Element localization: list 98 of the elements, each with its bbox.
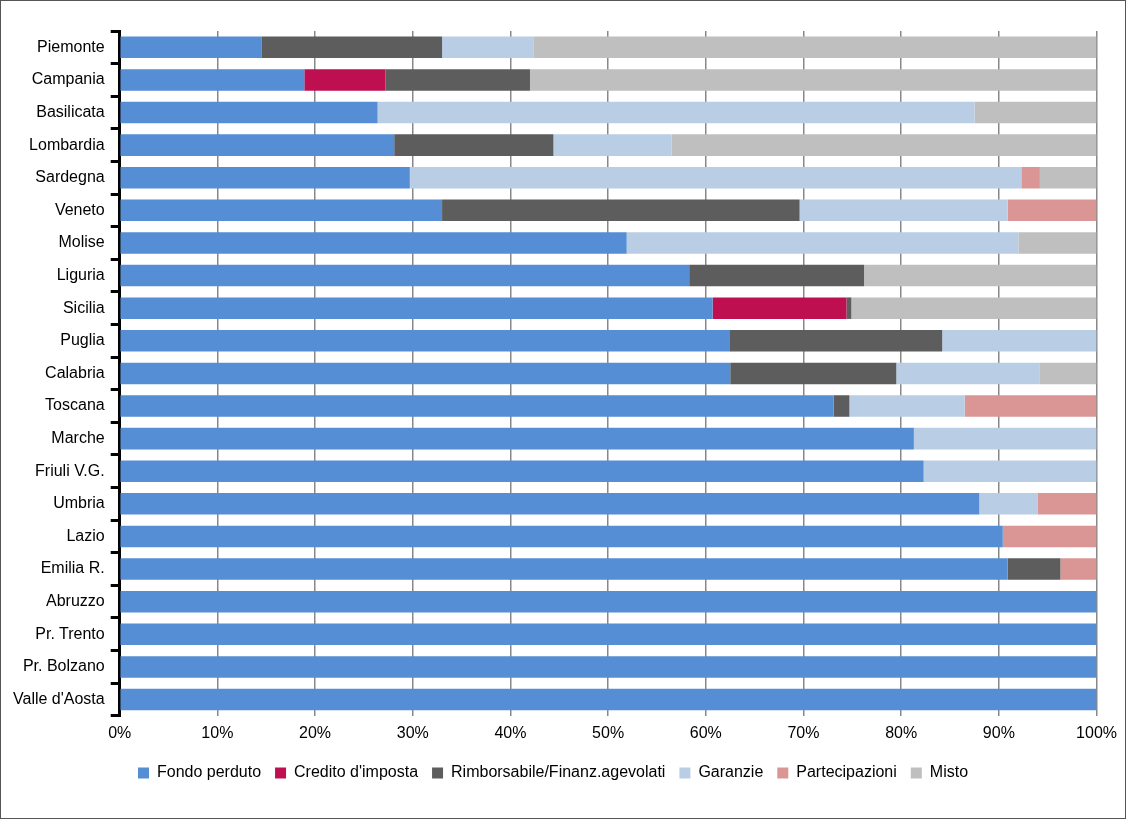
bar	[304, 69, 386, 91]
bar	[1037, 493, 1097, 515]
bar	[923, 460, 1097, 482]
x-tick-label: 90%	[982, 723, 1015, 741]
x-tick-label: 60%	[689, 723, 722, 741]
legend-label: Credito d'imposta	[294, 763, 419, 781]
bar	[394, 134, 554, 156]
bar	[833, 395, 850, 417]
bar	[529, 69, 1097, 91]
bar	[120, 134, 395, 156]
x-tick-label: 50%	[592, 723, 625, 741]
bar	[120, 362, 731, 385]
legend-label: Partecipazioni	[796, 763, 897, 781]
legend-label: Rimborsabile/Finanz.agevolati	[451, 763, 666, 781]
bar	[120, 623, 1097, 646]
bar	[896, 362, 1040, 385]
y-tick-label: Friuli V.G.	[35, 461, 105, 479]
legend-label: Fondo perduto	[156, 763, 262, 781]
y-tick-label: Umbria	[53, 494, 105, 512]
bar	[799, 199, 1008, 222]
legend-label: Garanzie	[698, 763, 764, 781]
bar	[846, 297, 852, 319]
bar	[120, 199, 443, 222]
x-tick-label: 10%	[201, 723, 234, 741]
bar	[120, 395, 834, 417]
y-tick-label: Sardegna	[35, 168, 105, 186]
bar	[689, 264, 865, 287]
bar	[120, 101, 378, 124]
bar	[974, 101, 1097, 124]
bar	[120, 656, 1097, 678]
bar	[1039, 166, 1097, 189]
legend-label: Misto	[929, 763, 969, 781]
bar	[1060, 558, 1097, 580]
bar	[385, 69, 530, 91]
bar	[729, 330, 943, 352]
bar	[1021, 166, 1040, 189]
bar	[120, 688, 1097, 711]
bar	[120, 493, 980, 515]
y-tick-label: Basilicata	[36, 102, 105, 120]
bar	[964, 395, 1097, 417]
bar	[533, 36, 1097, 59]
y-tick-label: Calabria	[45, 363, 105, 381]
bar	[120, 558, 1008, 580]
x-tick-label: 0%	[108, 723, 132, 741]
y-tick-label: Valle d'Aosta	[13, 689, 105, 707]
bar	[1018, 232, 1097, 254]
bar	[913, 427, 1097, 450]
bar	[730, 362, 897, 385]
bar	[409, 166, 1022, 189]
bar	[1007, 199, 1097, 222]
y-tick-label: Puglia	[60, 331, 105, 349]
bar	[942, 330, 1097, 352]
bar	[671, 134, 1097, 156]
y-tick-label: Piemonte	[37, 37, 105, 55]
bar	[626, 232, 1019, 254]
bar	[712, 297, 847, 319]
bar	[120, 590, 1097, 613]
y-tick-label: Sicilia	[62, 298, 105, 316]
y-tick-label: Emilia R.	[40, 559, 105, 577]
bar	[120, 525, 1003, 548]
x-tick-label: 20%	[299, 723, 332, 741]
bar	[1002, 525, 1097, 548]
bar	[261, 36, 443, 59]
bar	[120, 69, 305, 91]
bar	[553, 134, 672, 156]
x-tick-label: 80%	[885, 723, 918, 741]
bar	[120, 330, 730, 352]
bar	[120, 427, 914, 450]
y-tick-label: Pr. Bolzano	[22, 657, 105, 675]
x-tick-label: 70%	[787, 723, 820, 741]
y-tick-label: Molise	[58, 233, 105, 251]
y-tick-label: Lazio	[66, 526, 105, 544]
bar	[120, 36, 262, 59]
y-tick-label: Marche	[51, 429, 105, 447]
y-tick-label: Toscana	[45, 396, 105, 414]
bar	[849, 395, 965, 417]
bar	[120, 232, 627, 254]
bar	[120, 264, 690, 287]
bar	[1007, 558, 1061, 580]
bar	[1039, 362, 1097, 385]
y-tick-label: Lombardia	[29, 135, 105, 153]
y-tick-label: Veneto	[54, 200, 105, 218]
x-tick-label: 30%	[396, 723, 429, 741]
x-tick-label: 100%	[1076, 723, 1117, 741]
bar	[851, 297, 1097, 319]
y-tick-label: Liguria	[56, 265, 105, 283]
y-tick-label: Campania	[31, 70, 105, 88]
x-tick-label: 40%	[494, 723, 527, 741]
bar	[442, 199, 800, 222]
bar	[864, 264, 1097, 287]
bar	[120, 460, 924, 482]
y-tick-label: Pr. Trento	[35, 624, 105, 642]
bar	[442, 36, 534, 59]
bar	[377, 101, 975, 124]
bar	[979, 493, 1038, 515]
y-tick-label: Abruzzo	[46, 592, 105, 610]
bar	[120, 166, 410, 189]
bar	[120, 297, 713, 319]
